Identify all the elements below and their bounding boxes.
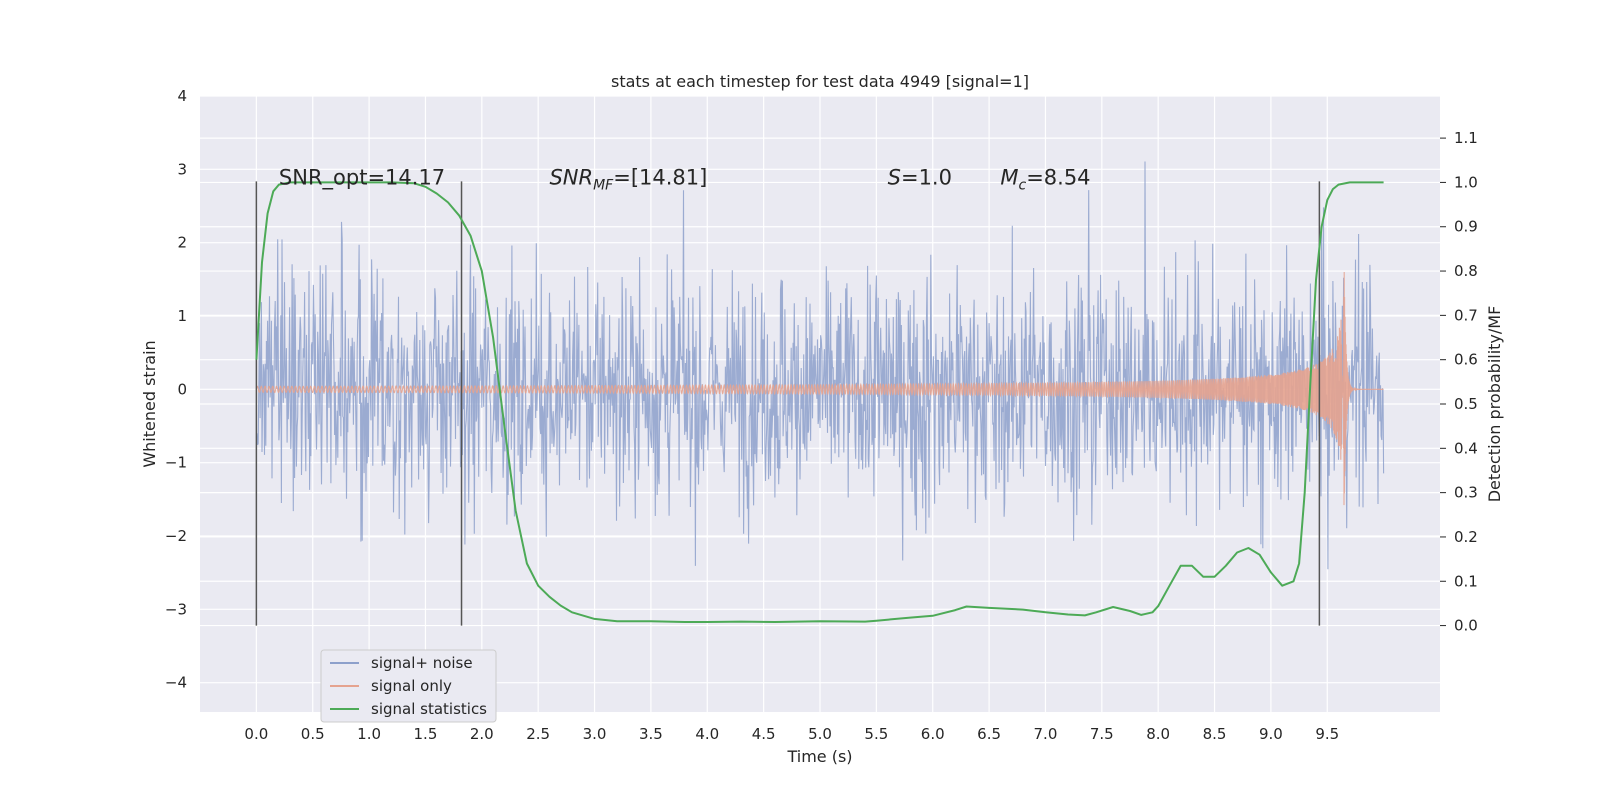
annotations: SNR_opt=14.17 SNRMF=[14.81] S=1.0 Mc=8.54 (279, 166, 1091, 194)
x-tick-label: 7.0 (1034, 725, 1058, 743)
y-right-tick-label: 0.8 (1454, 262, 1478, 280)
x-tick-label: 4.0 (695, 725, 719, 743)
x-tick-label: 6.5 (977, 725, 1001, 743)
legend-box (320, 649, 497, 723)
y-right-tick-label: 0.2 (1454, 528, 1478, 546)
annotation: S=1.0 (888, 166, 952, 190)
annotation: SNRMF=[14.81] (549, 166, 707, 194)
x-tick-label: 4.5 (752, 725, 776, 743)
chart-title: stats at each timestep for test data 494… (611, 72, 1029, 91)
x-tick-label: 0.0 (244, 725, 268, 743)
y-axis-label-left: Whitened strain (140, 340, 159, 467)
x-tick-label: 8.5 (1203, 725, 1227, 743)
y-right-tick-label: 1.0 (1454, 173, 1478, 191)
y-right-tick-label: 0.7 (1454, 306, 1478, 324)
axis-ticks: 0.0 0.5 1.0 1.5 2.0 2.5 3.0 3.5 4.0 4.5 5.0 5.5 6.0 6… (165, 87, 1478, 743)
y-left-tick-label: 4 (177, 87, 187, 105)
legend-label-signal-statistics: signal statistics (371, 700, 487, 718)
y-right-tick-label: 0.9 (1454, 218, 1478, 236)
x-tick-label: 8.0 (1146, 725, 1170, 743)
x-tick-label: 6.0 (921, 725, 945, 743)
y-right-tick-label: 0.0 (1454, 617, 1478, 635)
x-tick-label: 9.0 (1259, 725, 1283, 743)
x-tick-label: 3.0 (583, 725, 607, 743)
x-tick-label: 9.5 (1315, 725, 1339, 743)
x-tick-label: 2.0 (470, 725, 494, 743)
y-left-tick-label: 2 (177, 234, 187, 252)
y-left-tick-label: −4 (165, 674, 187, 692)
y-left-tick-label: −3 (165, 600, 187, 618)
series-signal-only (255, 271, 1384, 506)
y-right-tick-label: 0.5 (1454, 395, 1478, 413)
signal-only-line (255, 271, 1384, 506)
y-right-tick-label: 0.3 (1454, 484, 1478, 502)
y-right-tick-label: 0.1 (1454, 572, 1478, 590)
x-tick-label: 1.0 (357, 725, 381, 743)
series-signal-plus-noise (255, 161, 1385, 570)
series-signal-statistics (255, 181, 1384, 623)
legend-label-signal-only: signal only (371, 677, 452, 695)
y-right-tick-label: 0.6 (1454, 351, 1478, 369)
x-tick-label: 1.5 (414, 725, 438, 743)
x-tick-label: 5.5 (864, 725, 888, 743)
legend-label-signal-plus-noise: signal+ noise (371, 654, 473, 672)
y-right-tick-label: 1.1 (1454, 129, 1478, 147)
x-tick-label: 5.0 (808, 725, 832, 743)
y-left-tick-label: 3 (177, 160, 187, 178)
x-tick-label: 7.5 (1090, 725, 1114, 743)
x-tick-label: 3.5 (639, 725, 663, 743)
signal-plus-noise-line (255, 161, 1385, 570)
annotation: Mc=8.54 (1000, 166, 1090, 194)
x-axis-label: Time (s) (786, 747, 852, 766)
y-left-tick-label: −1 (165, 454, 187, 472)
y-right-tick-label: 0.4 (1454, 439, 1478, 457)
y-left-tick-label: −2 (165, 527, 187, 545)
x-tick-label: 0.5 (301, 725, 325, 743)
y-left-tick-label: 1 (177, 307, 187, 325)
signal-statistics-line (255, 181, 1384, 623)
y-left-tick-label: 0 (177, 380, 187, 398)
x-tick-label: 2.5 (526, 725, 550, 743)
annotation: SNR_opt=14.17 (279, 166, 445, 191)
y-axis-label-right: Detection probability/MF (1485, 306, 1504, 503)
legend: signal+ noise signal only signal statist… (320, 649, 497, 723)
